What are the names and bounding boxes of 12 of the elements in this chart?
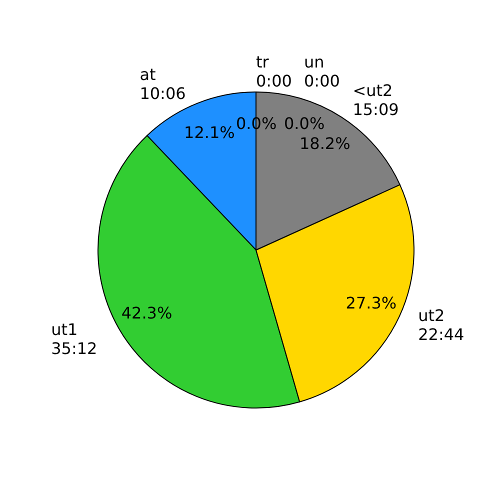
slice-label: ut1 35:12: [51, 320, 98, 358]
data-label: 27.3%: [346, 293, 397, 312]
slice-label: at 10:06: [140, 65, 186, 104]
slice-label: <ut2 15:09: [352, 80, 399, 119]
data-label: 18.2%: [299, 134, 350, 154]
text: 0.0%: [236, 114, 277, 134]
category-label: un 0:00: [304, 52, 340, 90]
data-label: 12.1%: [184, 123, 235, 142]
slice-label: ut2 22:44: [418, 306, 464, 344]
text: 0.0%: [284, 114, 325, 134]
category-label: tr 0:00: [256, 52, 292, 90]
data-label: 42.3%: [121, 303, 172, 322]
